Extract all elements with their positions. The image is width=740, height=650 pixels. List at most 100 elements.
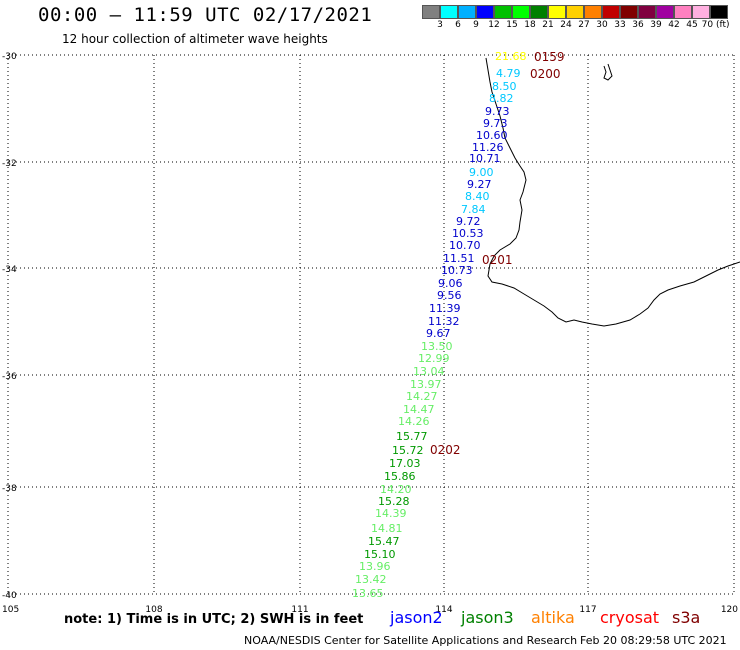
wave-height-label: 11.32 <box>428 315 460 328</box>
color-scale-swatch <box>476 5 494 19</box>
color-scale-swatch <box>494 5 512 19</box>
wave-height-label: 15.10 <box>364 548 396 561</box>
color-scale-label: 18 <box>524 20 536 30</box>
wave-height-label: 14.20 <box>380 483 412 496</box>
wave-height-label: 12.99 <box>418 352 450 365</box>
wave-height-label: 13.96 <box>359 560 391 573</box>
wave-height-label: 11.26 <box>472 141 504 154</box>
time-label: 0201 <box>482 253 513 267</box>
time-label: 0200 <box>530 67 561 81</box>
x-axis-label: 120 <box>721 605 738 615</box>
wave-height-labels: 21.684.798.508.829.739.7310.6011.2610.71… <box>352 50 527 600</box>
wave-height-label: 10.70 <box>449 239 481 252</box>
y-axis-label: -34 <box>2 265 17 275</box>
credit-text: NOAA/NESDIS Center for Satellite Applica… <box>244 634 578 647</box>
generated-time: Feb 20 08:29:58 UTC 2021 <box>580 634 727 647</box>
page-subtitle: 12 hour collection of altimeter wave hei… <box>62 32 328 46</box>
x-axis-label: 117 <box>579 605 596 615</box>
color-scale-label: 12 <box>488 20 500 30</box>
color-scale-swatch <box>548 5 566 19</box>
wave-height-label: 15.72 <box>392 444 424 457</box>
color-scale-label: 45 <box>686 20 698 30</box>
wave-height-label: 13.42 <box>355 573 387 586</box>
wave-height-label: 10.73 <box>441 264 473 277</box>
wave-height-label: 10.60 <box>476 129 508 142</box>
wave-height-label: 10.71 <box>469 152 501 165</box>
color-scale-swatch <box>692 5 710 19</box>
color-scale-label: 39 <box>650 20 662 30</box>
color-scale-swatch <box>638 5 656 19</box>
wave-height-label: 17.03 <box>389 457 421 470</box>
color-scale-label: 3 <box>437 20 443 30</box>
time-label: 0159 <box>534 50 565 64</box>
wave-height-label: 14.81 <box>371 522 403 535</box>
x-axis-label: 108 <box>145 605 162 615</box>
legend-item-s3a: s3a <box>672 608 701 627</box>
color-scale-swatch <box>656 5 674 19</box>
color-scale-swatch <box>710 5 728 19</box>
y-axis-label: -40 <box>2 591 17 601</box>
legend-item-altika: altika <box>531 608 575 627</box>
island-outline <box>603 63 613 81</box>
wave-height-label: 9.00 <box>469 166 494 179</box>
wave-height-label: 14.27 <box>406 390 438 403</box>
color-scale-swatch <box>566 5 584 19</box>
legend-item-jason3: jason3 <box>461 608 514 627</box>
wave-height-label: 11.39 <box>429 302 461 315</box>
wave-height-label: 14.39 <box>375 507 407 520</box>
color-scale-swatch <box>620 5 638 19</box>
wave-height-label: 9.27 <box>467 178 492 191</box>
color-scale-swatch <box>422 5 440 19</box>
wave-height-label: 9.06 <box>438 277 463 290</box>
legend-item-jason2: jason2 <box>390 608 443 627</box>
y-axis-label: -36 <box>2 372 17 382</box>
color-scale-label: 9 <box>473 20 479 30</box>
wave-height-label: 4.79 <box>496 67 521 80</box>
color-scale-swatch <box>584 5 602 19</box>
wave-height-label: 13.65 <box>352 587 384 600</box>
color-scale-label: 21 <box>542 20 554 30</box>
wave-height-label: 9.56 <box>437 289 462 302</box>
color-scale-label: 70 (ft) <box>701 20 730 30</box>
color-scale-swatch <box>440 5 458 19</box>
y-axis-label: -32 <box>2 159 17 169</box>
color-scale-label: 27 <box>578 20 590 30</box>
color-scale-label: 33 <box>614 20 626 30</box>
wave-height-label: 9.73 <box>485 105 510 118</box>
grid-lines <box>7 54 735 595</box>
wave-height-label: 15.77 <box>396 430 428 443</box>
wave-height-label: 21.68 <box>495 50 527 63</box>
color-scale-label: 24 <box>560 20 572 30</box>
y-axis-label: -30 <box>2 52 17 62</box>
color-scale <box>422 5 728 19</box>
x-axis-label: 111 <box>291 605 308 615</box>
wave-height-label: 15.47 <box>368 535 400 548</box>
wave-height-label: 7.84 <box>461 203 486 216</box>
color-scale-label: 15 <box>506 20 518 30</box>
wave-height-label: 13.50 <box>421 340 453 353</box>
note-text: note: 1) Time is in UTC; 2) SWH is in fe… <box>64 612 364 627</box>
wave-height-label: 14.26 <box>398 415 430 428</box>
wave-height-label: 15.28 <box>378 495 410 508</box>
time-labels: 0159 0200 0201 0202 <box>430 50 565 457</box>
color-scale-swatch <box>674 5 692 19</box>
y-axis-labels: -30 -32 -34 -36 -38 -40 <box>2 52 17 601</box>
coastline <box>485 57 740 327</box>
x-axis-label: 114 <box>435 605 452 615</box>
color-scale-swatch <box>602 5 620 19</box>
y-axis-label: -38 <box>2 484 17 494</box>
wave-height-label: 8.82 <box>489 92 514 105</box>
time-label: 0202 <box>430 443 461 457</box>
color-scale-label: 36 <box>632 20 644 30</box>
color-scale-swatch <box>458 5 476 19</box>
color-scale-label: 42 <box>668 20 680 30</box>
page-title: 00:00 – 11:59 UTC 02/17/2021 <box>38 4 373 26</box>
x-axis-label: 105 <box>2 605 19 615</box>
color-scale-swatch <box>512 5 530 19</box>
wave-height-label: 13.04 <box>413 365 445 378</box>
wave-height-label: 8.50 <box>492 80 517 93</box>
legend-item-cryosat: cryosat <box>600 608 660 627</box>
color-scale-label: 30 <box>596 20 608 30</box>
x-axis-labels: 105 108 111 114 117 120 <box>2 605 738 615</box>
